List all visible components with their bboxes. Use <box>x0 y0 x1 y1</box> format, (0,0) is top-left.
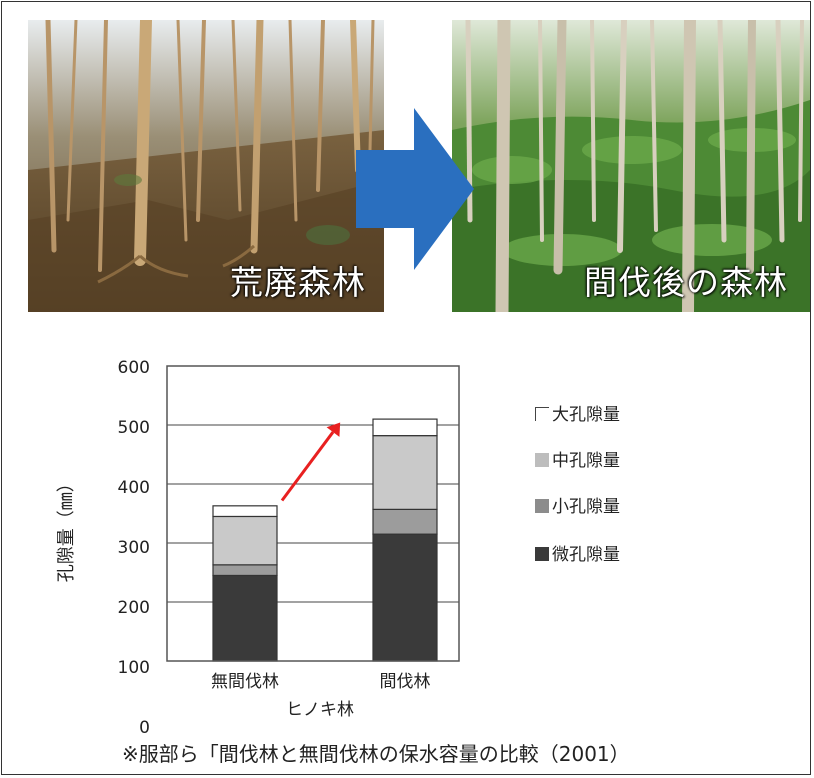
y-tick-label: 100 <box>118 658 150 678</box>
bar-segment <box>213 565 277 576</box>
x-category-label: 間伐林 <box>380 672 431 692</box>
bar-segment <box>373 436 437 510</box>
pore-volume-chart: 600 500 400 300 200 100 0 無間伐林 間伐林 孔隙量（㎜） ヒノキ林 <box>0 345 520 745</box>
y-tick-label: 300 <box>118 538 150 558</box>
legend-item-small-pore: 小孔隙量 <box>535 492 620 517</box>
legend-label-large: 大孔隙量 <box>552 405 620 425</box>
thinned-forest-photo: 間伐後の森林 <box>452 20 810 312</box>
bar-segment <box>213 575 277 661</box>
y-tick-label: 500 <box>118 418 150 438</box>
source-citation: ※服部ら「間伐林と無間伐林の保水容量の比較（2001） <box>122 738 630 767</box>
increase-arrow <box>282 432 333 500</box>
legend-item-micro-pore: 微孔隙量 <box>535 540 620 565</box>
y-tick-label: 200 <box>118 598 150 618</box>
x-category-labels: 無間伐林 間伐林 <box>211 672 431 692</box>
transition-arrow-icon <box>356 108 474 270</box>
legend-swatch-small <box>535 499 549 513</box>
y-tick-labels: 600 500 400 300 200 100 0 <box>118 358 150 738</box>
y-tick-label: 0 <box>139 718 150 738</box>
legend-item-medium-pore: 中孔隙量 <box>535 446 620 471</box>
legend-swatch-micro <box>535 547 549 561</box>
y-tick-label: 400 <box>118 478 150 498</box>
bar-segment <box>213 506 277 517</box>
degraded-forest-photo: 荒廃森林 <box>28 20 384 312</box>
bar-segment <box>373 509 437 534</box>
legend-swatch-large <box>535 407 549 421</box>
x-category-label: 無間伐林 <box>211 672 279 692</box>
bar-segment <box>373 419 437 436</box>
x-axis-title: ヒノキ林 <box>286 700 354 720</box>
legend-label-medium: 中孔隙量 <box>552 451 620 471</box>
bar-segment <box>213 516 277 564</box>
y-tick-label: 600 <box>118 358 150 378</box>
thinned-forest-label: 間伐後の森林 <box>584 256 788 304</box>
legend-swatch-medium <box>535 453 549 467</box>
legend-item-large-pore: 大孔隙量 <box>535 400 620 425</box>
y-axis-title: 孔隙量（㎜） <box>56 474 77 582</box>
legend-label-small: 小孔隙量 <box>552 497 620 517</box>
legend-label-micro: 微孔隙量 <box>552 545 620 565</box>
degraded-forest-label: 荒廃森林 <box>230 256 366 304</box>
chart-bars <box>213 419 437 661</box>
bar-segment <box>373 534 437 661</box>
